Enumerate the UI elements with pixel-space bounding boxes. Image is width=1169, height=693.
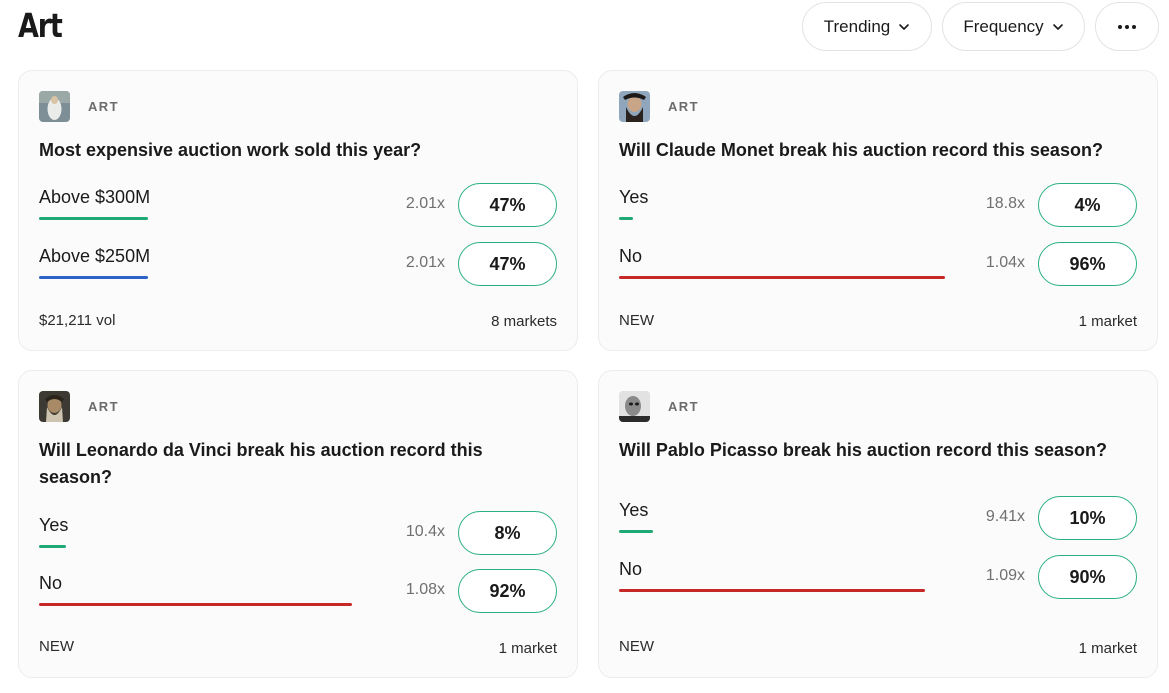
page-title: Art <box>18 6 63 45</box>
monet-portrait-thumbnail-icon <box>619 91 650 122</box>
market-count: 1 market <box>1078 640 1137 657</box>
new-badge: NEW <box>619 312 654 329</box>
payout-multiplier: 2.01x <box>405 195 445 212</box>
outcome-percent-button[interactable]: 47% <box>458 183 557 227</box>
outcome-label: No <box>619 246 643 266</box>
payout-multiplier: 9.41x <box>985 508 1025 525</box>
frequency-label: Frequency <box>963 16 1044 36</box>
new-badge: NEW <box>619 638 654 655</box>
payout-multiplier: 1.09x <box>985 567 1025 584</box>
market-card[interactable]: ART Will Claude Monet break his auction … <box>598 70 1158 351</box>
outcome-bar <box>619 217 633 220</box>
more-options-button[interactable] <box>1095 2 1159 51</box>
market-question[interactable]: Will Leonardo da Vinci break his auction… <box>39 440 483 487</box>
outcome-row[interactable]: Above $250M 2.01x 47% <box>39 242 557 288</box>
new-badge: NEW <box>39 638 74 655</box>
more-dots-icon <box>1118 24 1136 29</box>
chevron-down-icon <box>899 23 910 30</box>
painting-thumbnail-icon <box>39 91 70 122</box>
chevron-down-icon <box>1052 23 1063 30</box>
outcome-row[interactable]: Yes 18.8x 4% <box>619 183 1137 229</box>
outcome-percent-button[interactable]: 92% <box>458 569 557 613</box>
outcome-bar <box>619 589 925 592</box>
outcome-bar <box>619 276 945 279</box>
outcome-bar <box>39 545 66 548</box>
trending-dropdown[interactable]: Trending <box>802 2 932 51</box>
outcome-bar <box>39 276 148 279</box>
frequency-dropdown[interactable]: Frequency <box>942 2 1085 51</box>
payout-multiplier: 2.01x <box>405 254 445 271</box>
market-count: 1 market <box>1078 313 1137 330</box>
category-label: ART <box>668 399 699 414</box>
outcome-percent-button[interactable]: 90% <box>1038 555 1137 599</box>
outcome-label: Yes <box>619 187 649 207</box>
outcome-row[interactable]: Above $300M 2.01x 47% <box>39 183 557 229</box>
outcome-bar <box>619 530 653 533</box>
outcome-label: Yes <box>39 515 69 535</box>
market-question[interactable]: Will Claude Monet break his auction reco… <box>619 140 1103 160</box>
picasso-portrait-thumbnail-icon <box>619 391 650 422</box>
trending-label: Trending <box>823 16 891 36</box>
payout-multiplier: 1.04x <box>985 254 1025 271</box>
outcome-percent-button[interactable]: 10% <box>1038 496 1137 540</box>
outcome-row[interactable]: Yes 10.4x 8% <box>39 511 557 557</box>
market-card[interactable]: ART Most expensive auction work sold thi… <box>18 70 578 351</box>
category-label: ART <box>668 99 699 114</box>
market-card[interactable]: ART Will Pablo Picasso break his auction… <box>598 370 1158 678</box>
outcome-bar <box>39 217 148 220</box>
market-count: 8 markets <box>491 313 557 330</box>
category-label: ART <box>88 399 119 414</box>
outcome-row[interactable]: No 1.04x 96% <box>619 242 1137 288</box>
outcome-label: Yes <box>619 500 649 520</box>
da-vinci-portrait-thumbnail-icon <box>39 391 70 422</box>
outcome-percent-button[interactable]: 8% <box>458 511 557 555</box>
outcome-bar <box>39 603 352 606</box>
market-card[interactable]: ART Will Leonardo da Vinci break his auc… <box>18 370 578 678</box>
outcome-row[interactable]: Yes 9.41x 10% <box>619 496 1137 542</box>
outcome-label: Above $250M <box>39 246 151 266</box>
outcome-row[interactable]: No 1.08x 92% <box>39 569 557 615</box>
market-question[interactable]: Will Pablo Picasso break his auction rec… <box>619 440 1107 460</box>
outcome-percent-button[interactable]: 96% <box>1038 242 1137 286</box>
outcome-percent-button[interactable]: 47% <box>458 242 557 286</box>
outcome-label: No <box>39 573 63 593</box>
payout-multiplier: 10.4x <box>405 523 445 540</box>
volume-label: $21,211 vol <box>39 312 116 329</box>
payout-multiplier: 18.8x <box>985 195 1025 212</box>
market-question[interactable]: Most expensive auction work sold this ye… <box>39 140 422 160</box>
market-count: 1 market <box>498 640 557 657</box>
outcome-label: No <box>619 559 643 579</box>
category-label: ART <box>88 99 119 114</box>
payout-multiplier: 1.08x <box>405 581 445 598</box>
filter-bar: Trending Frequency <box>802 2 1159 51</box>
outcome-label: Above $300M <box>39 187 151 207</box>
outcome-percent-button[interactable]: 4% <box>1038 183 1137 227</box>
outcome-row[interactable]: No 1.09x 90% <box>619 555 1137 601</box>
